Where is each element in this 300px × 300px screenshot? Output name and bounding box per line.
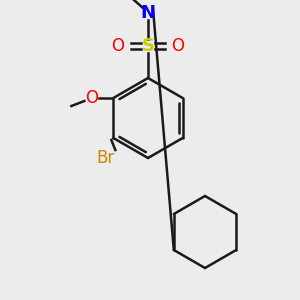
Text: O: O xyxy=(85,89,98,107)
Text: O: O xyxy=(112,37,124,55)
Text: Br: Br xyxy=(96,149,115,167)
Text: O: O xyxy=(172,37,184,55)
Text: N: N xyxy=(140,4,155,22)
Text: S: S xyxy=(142,37,154,55)
